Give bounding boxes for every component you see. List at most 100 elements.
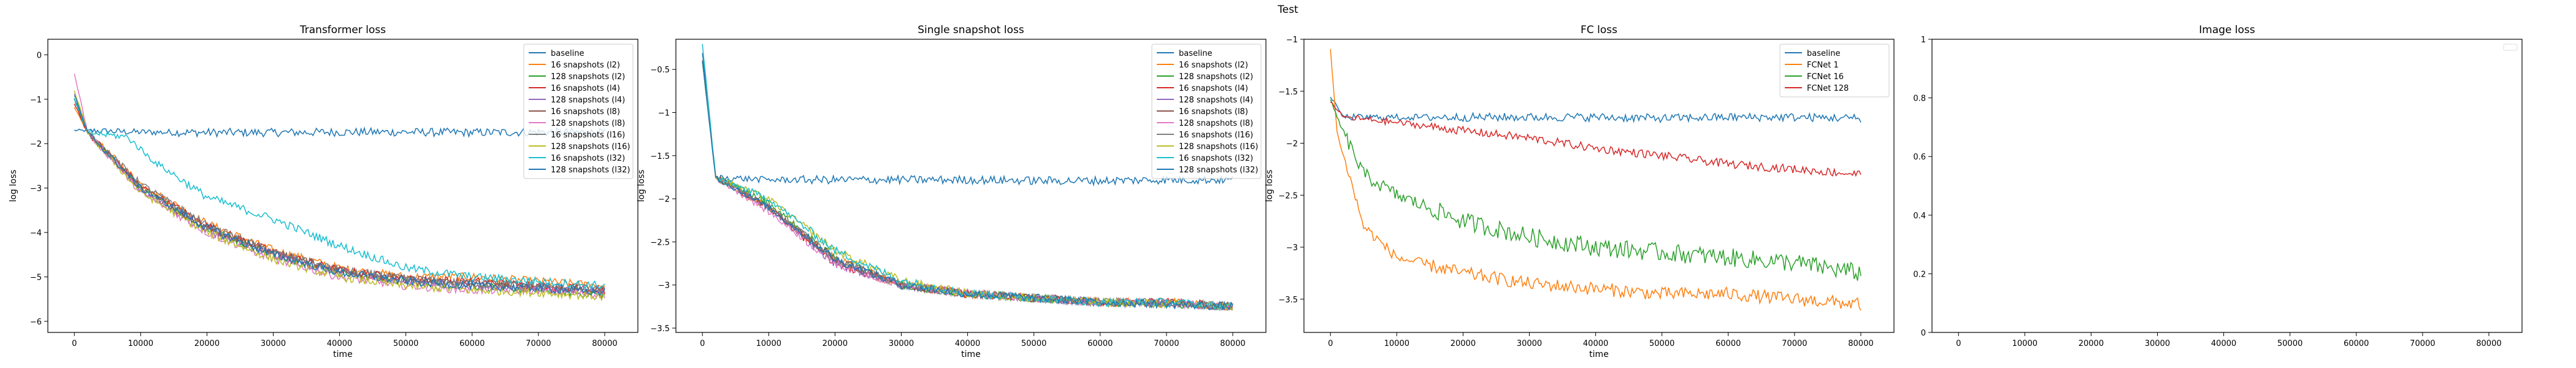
legend-entry: 16 snapshots (l8)	[1179, 107, 1248, 117]
x-tick-label: 70000	[1154, 339, 1179, 348]
x-tick-label: 30000	[1517, 339, 1542, 348]
x-tick-label: 0	[1328, 339, 1333, 348]
legend-entry: 128 snapshots (l16)	[1179, 142, 1258, 151]
legend-entry: baseline	[1179, 49, 1212, 58]
x-tick-label: 20000	[2079, 339, 2104, 348]
legend-entry: 16 snapshots (l32)	[1179, 154, 1253, 163]
series-line	[74, 98, 605, 296]
chart-title: FC loss	[1581, 24, 1617, 36]
x-axis-label: time	[1589, 350, 1609, 359]
x-tick-label: 80000	[2476, 339, 2501, 348]
legend-entry: baseline	[1807, 49, 1840, 58]
y-tick-label: 1	[1921, 36, 1926, 45]
x-tick-label: 50000	[1021, 339, 1046, 348]
x-tick-label: 30000	[889, 339, 914, 348]
x-tick-label: 60000	[2344, 339, 2369, 348]
x-axis-label: time	[333, 350, 353, 359]
y-axis-label: log loss	[637, 170, 646, 202]
y-axis-label: log loss	[1265, 170, 1275, 202]
y-tick-label: −3.5	[1278, 296, 1298, 305]
y-tick-label: −4	[30, 229, 42, 238]
series-line	[1330, 99, 1861, 281]
x-tick-label: 50000	[393, 339, 418, 348]
x-tick-label: 60000	[1715, 339, 1741, 348]
x-tick-label: 80000	[1220, 339, 1245, 348]
legend-entry: 128 snapshots (l32)	[551, 166, 630, 175]
legend-entry: 128 snapshots (l2)	[551, 72, 625, 82]
chart-panel-2: Single snapshot loss 0 10000 20000 30000 4000…	[637, 24, 1267, 359]
x-tick-label: 40000	[327, 339, 352, 348]
y-axis-label: log loss	[9, 170, 18, 202]
y-tick-label: −3.5	[650, 324, 670, 334]
x-axis-label: time	[961, 350, 981, 359]
figure-suptitle: Test	[1278, 4, 1298, 16]
legend-entry: 128 snapshots (l32)	[1179, 166, 1258, 175]
legend-box	[1151, 44, 1262, 179]
legend-entry: 16 snapshots (l16)	[551, 131, 625, 140]
y-tick-label: −2	[1286, 140, 1298, 149]
y-tick-label: −1.5	[650, 152, 670, 161]
legend-entry: FCNet 128	[1807, 84, 1849, 93]
x-tick-label: 50000	[2277, 339, 2302, 348]
x-tick-label: 40000	[1583, 339, 1608, 348]
y-tick-label: 0.6	[1913, 153, 1926, 162]
x-tick-label: 80000	[592, 339, 617, 348]
x-tick-label: 60000	[1087, 339, 1113, 348]
chart-title: Transformer loss	[299, 24, 386, 36]
y-tick-label: 0.2	[1913, 270, 1926, 279]
x-tick-label: 50000	[1649, 339, 1674, 348]
y-tick-label: −1	[658, 109, 670, 118]
axes-frame	[1931, 39, 2523, 333]
y-tick-label: −3	[30, 185, 42, 194]
y-tick-label: 0	[1921, 329, 1926, 338]
legend-entry: 128 snapshots (l16)	[551, 142, 630, 151]
series-line	[74, 126, 605, 139]
legend-entry: 128 snapshots (l2)	[1179, 72, 1253, 82]
y-tick-label: −2.5	[1278, 191, 1298, 201]
legend-entry: 128 snapshots (l8)	[551, 119, 625, 128]
y-tick-label: −2.5	[650, 238, 670, 247]
legend-entry: 16 snapshots (l8)	[551, 107, 620, 117]
x-tick-label: 10000	[756, 339, 781, 348]
legend-entry: 128 snapshots (l4)	[551, 96, 625, 105]
x-tick-label: 20000	[194, 339, 220, 348]
x-tick-label: 70000	[1782, 339, 1807, 348]
y-tick-label: −5	[30, 273, 42, 282]
legend-entry: 16 snapshots (l16)	[1179, 131, 1253, 140]
x-tick-label: 70000	[2410, 339, 2435, 348]
axes-frame	[1303, 39, 1895, 333]
legend-entry: baseline	[551, 49, 584, 58]
y-tick-label: −3	[1286, 243, 1298, 253]
y-tick-label: 0.8	[1913, 94, 1926, 104]
legend-entry: 16 snapshots (l32)	[551, 154, 625, 163]
y-tick-label: −2	[658, 195, 670, 204]
y-tick-label: −1.5	[1278, 88, 1298, 97]
x-tick-label: 0	[72, 339, 77, 348]
y-tick-label: 0.4	[1913, 212, 1926, 221]
x-tick-label: 70000	[526, 339, 551, 348]
series-line	[1330, 101, 1861, 177]
x-tick-label: 10000	[128, 339, 153, 348]
series-line	[1330, 49, 1861, 311]
series-line	[1330, 96, 1861, 124]
legend: baseline 16 snapshots (l2) 128 snapshots (…	[523, 44, 634, 179]
x-tick-label: 20000	[822, 339, 848, 348]
x-tick-label: 10000	[1384, 339, 1409, 348]
y-tick-label: −1	[1286, 36, 1298, 45]
x-tick-label: 30000	[261, 339, 286, 348]
chart-panel-3: FC loss 0 10000 20000 30000 40000 50000 60000 70…	[1265, 24, 1895, 359]
x-tick-label: 40000	[955, 339, 980, 348]
y-tick-label: −2	[30, 140, 42, 149]
series-line	[74, 98, 605, 290]
y-tick-label: −0.5	[650, 66, 670, 75]
legend-entry: 16 snapshots (l2)	[1179, 61, 1248, 70]
legend: baseline FCNet 1 FCNet 16 FCNet 128	[1779, 44, 1890, 98]
axes-frame	[47, 39, 638, 333]
x-tick-label: 0	[1956, 339, 1961, 348]
legend-entry: FCNet 16	[1807, 72, 1844, 82]
y-tick-label: −1	[30, 96, 42, 105]
series-line	[74, 95, 605, 297]
x-tick-label: 0	[700, 339, 705, 348]
legend-entry: 16 snapshots (l4)	[1179, 84, 1248, 93]
